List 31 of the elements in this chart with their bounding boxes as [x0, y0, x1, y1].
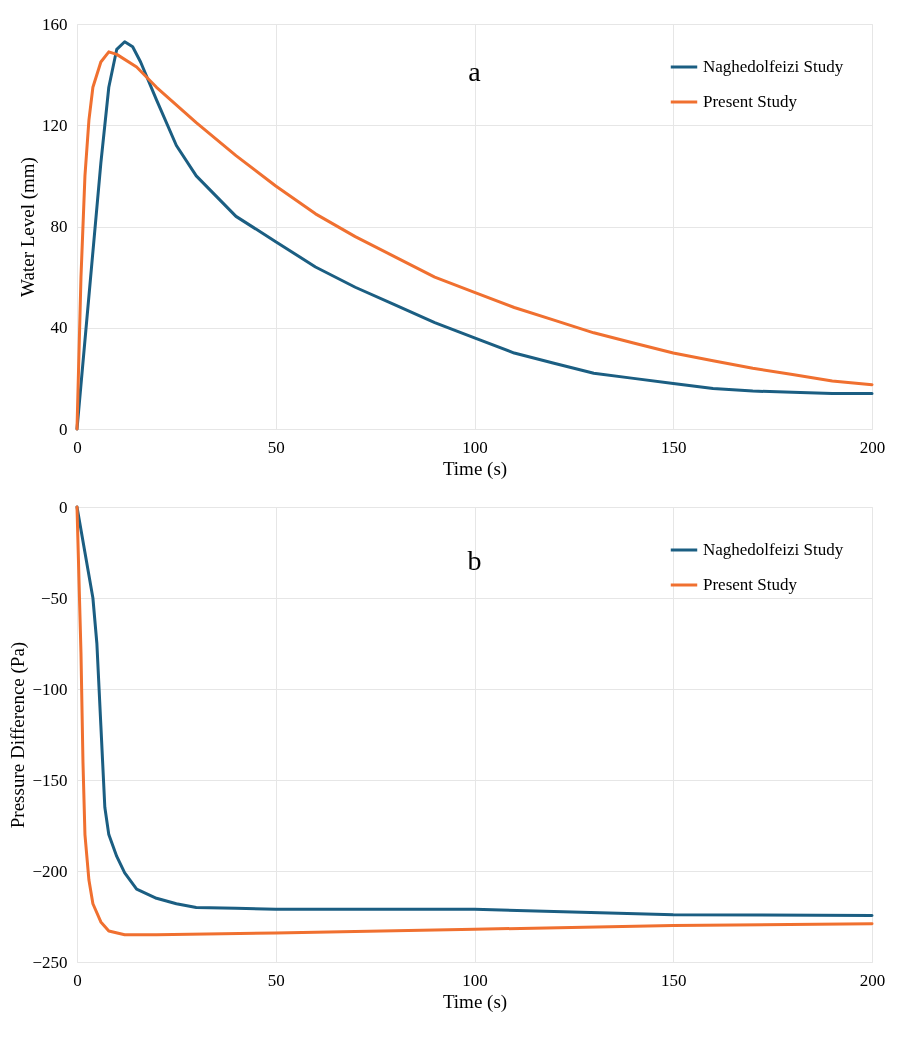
y-tick-label: −200	[32, 861, 68, 881]
y-tick-label: −250	[32, 952, 68, 972]
legend-label: Naghedolfeizi Study	[703, 540, 844, 559]
y-tick-label: 40	[50, 318, 68, 338]
x-axis-title: Time (s)	[442, 457, 508, 480]
legend-label: Naghedolfeizi Study	[703, 57, 844, 76]
x-tick-label: 200	[859, 970, 886, 990]
x-tick-label: 150	[661, 970, 687, 990]
x-axis-title: Time (s)	[442, 990, 508, 1013]
annotation: a	[468, 55, 482, 87]
y-axis-title: Pressure Difference (Pa)	[7, 641, 30, 829]
y-axis-title: Water Level (mm)	[17, 157, 39, 297]
x-tick-label: 100	[462, 437, 488, 457]
x-tick-label: 150	[661, 437, 687, 457]
x-tick-label: 50	[267, 437, 285, 457]
x-tick-label: 0	[73, 970, 82, 990]
x-tick-label: 100	[462, 970, 488, 990]
y-tick-label: 0	[59, 419, 68, 439]
x-tick-label: 0	[73, 437, 82, 457]
y-tick-label: −100	[32, 679, 68, 699]
y-tick-label: −150	[32, 770, 68, 790]
legend-label: Present Study	[703, 575, 798, 594]
y-tick-label: 80	[50, 217, 68, 236]
x-tick-label: 50	[267, 970, 285, 990]
legend-label: Present Study	[703, 92, 798, 111]
y-tick-label: 160	[42, 14, 68, 34]
y-tick-label: −50	[40, 588, 68, 608]
y-tick-label: 120	[42, 115, 68, 135]
y-tick-label: 0	[59, 497, 68, 517]
annotation: b	[467, 544, 482, 576]
x-tick-label: 200	[859, 437, 886, 457]
